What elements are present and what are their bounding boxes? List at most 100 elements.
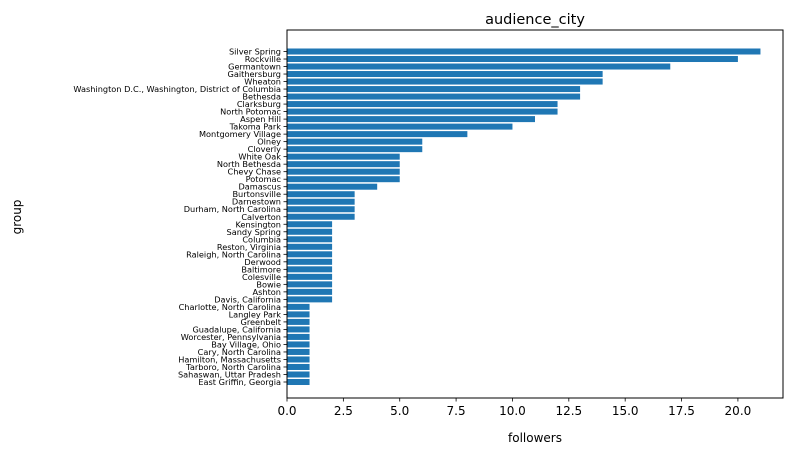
category-label: East Griffin, Georgia [198, 377, 281, 387]
bar [287, 123, 513, 130]
chart-title: audience_city [485, 12, 585, 28]
category-label: Silver Spring [229, 47, 281, 57]
category-label: Reston, Virginia [217, 242, 281, 252]
category-label: Hamilton, Massachusetts [178, 354, 281, 364]
category-label: Greenbelt [240, 317, 281, 327]
x-tick-label: 20.0 [725, 404, 752, 418]
category-label: Olney [257, 137, 281, 147]
x-tick-label: 15.0 [612, 404, 639, 418]
x-tick-label: 17.5 [668, 404, 695, 418]
category-label: Rockville [245, 54, 281, 64]
bar [287, 168, 400, 175]
bar [287, 48, 761, 55]
bar [287, 183, 378, 190]
category-label: Derwood [244, 257, 281, 267]
x-tick-label: 0.0 [277, 404, 296, 418]
category-label: Columbia [242, 234, 281, 244]
category-label: White Oak [238, 152, 281, 162]
bar [287, 296, 333, 303]
bar [287, 161, 400, 168]
category-label: Durham, North Carolina [184, 204, 281, 214]
bar [287, 258, 333, 265]
category-label: Takoma Park [229, 122, 282, 132]
category-label: Burtonsville [232, 189, 281, 199]
category-label: Bowie [256, 279, 281, 289]
category-label: North Bethesda [217, 159, 281, 169]
bar [287, 198, 355, 205]
category-label: Ashton [253, 287, 281, 297]
category-label: Potomac [246, 174, 281, 184]
bar [287, 318, 310, 325]
bar [287, 288, 333, 295]
x-tick-label: 7.5 [447, 404, 466, 418]
category-label: North Potomac [220, 107, 281, 117]
category-label: Charlotte, North Carolina [179, 302, 281, 312]
category-label: Sahaswan, Uttar Pradesh [178, 369, 281, 379]
bar [287, 93, 581, 100]
category-label: Cary, North Carolina [198, 347, 281, 357]
y-axis-title: group [10, 200, 24, 235]
category-labels: Silver SpringRockvilleGermantownGaithers… [73, 47, 287, 387]
x-tick-label: 5.0 [390, 404, 409, 418]
category-label: Damascus [238, 182, 281, 192]
bar [287, 138, 423, 145]
bar [287, 281, 333, 288]
category-label: Raleigh, North Carolina [186, 249, 281, 259]
bar [287, 266, 333, 273]
bar [287, 63, 671, 70]
bar [287, 251, 333, 258]
category-label: Davis, California [214, 294, 281, 304]
category-label: Cloverly [248, 144, 282, 154]
category-label: Montgomery Village [199, 129, 281, 139]
bar [287, 221, 333, 228]
bar [287, 116, 535, 123]
bar [287, 326, 310, 333]
bar [287, 146, 423, 153]
category-label: Bay Village, Ohio [211, 339, 281, 349]
bar [287, 236, 333, 243]
category-label: Guadalupe, California [192, 324, 281, 334]
plot-frame [286, 29, 784, 399]
category-label: Baltimore [241, 264, 281, 274]
category-label: Kensington [235, 219, 281, 229]
x-tick-label: 10.0 [499, 404, 526, 418]
category-label: Bethesda [242, 92, 281, 102]
category-label: Gaithersburg [227, 69, 281, 79]
bar [287, 191, 355, 198]
bar [287, 78, 603, 85]
bar [287, 243, 333, 250]
bar [287, 101, 558, 108]
category-label: Calverton [241, 212, 281, 222]
bar [287, 213, 355, 220]
category-label: Sandy Spring [227, 227, 281, 237]
bar [287, 363, 310, 370]
category-label: Langley Park [229, 309, 282, 319]
category-label: Tarboro, North Carolina [185, 362, 281, 372]
category-label: Worcester, Pennsylvania [181, 332, 281, 342]
bar [287, 56, 738, 63]
bar [287, 108, 558, 115]
bar [287, 228, 333, 235]
bar [287, 71, 603, 78]
category-label: Clarksburg [237, 99, 281, 109]
category-label: Colesville [242, 272, 281, 282]
x-axis: 0.0 2.5 5.0 7.5 10.0 12.5 15.0 17.5 20.0 [277, 398, 751, 418]
bar [287, 131, 468, 138]
x-tick-label: 12.5 [555, 404, 582, 418]
bar [287, 341, 310, 348]
bar [287, 153, 400, 160]
category-label: Germantown [228, 62, 281, 72]
bar [287, 356, 310, 363]
category-label: Aspen Hill [240, 114, 281, 124]
bars-layer [287, 48, 761, 386]
category-label: Darnestown [232, 197, 281, 207]
category-label: Washington D.C., Washington, District of… [73, 84, 281, 94]
category-label: Chevy Chase [228, 167, 281, 177]
bar [287, 311, 310, 318]
bar [287, 86, 581, 93]
x-tick-label: 2.5 [334, 404, 353, 418]
category-label: Wheaton [244, 77, 281, 87]
x-axis-title: followers [508, 431, 562, 445]
